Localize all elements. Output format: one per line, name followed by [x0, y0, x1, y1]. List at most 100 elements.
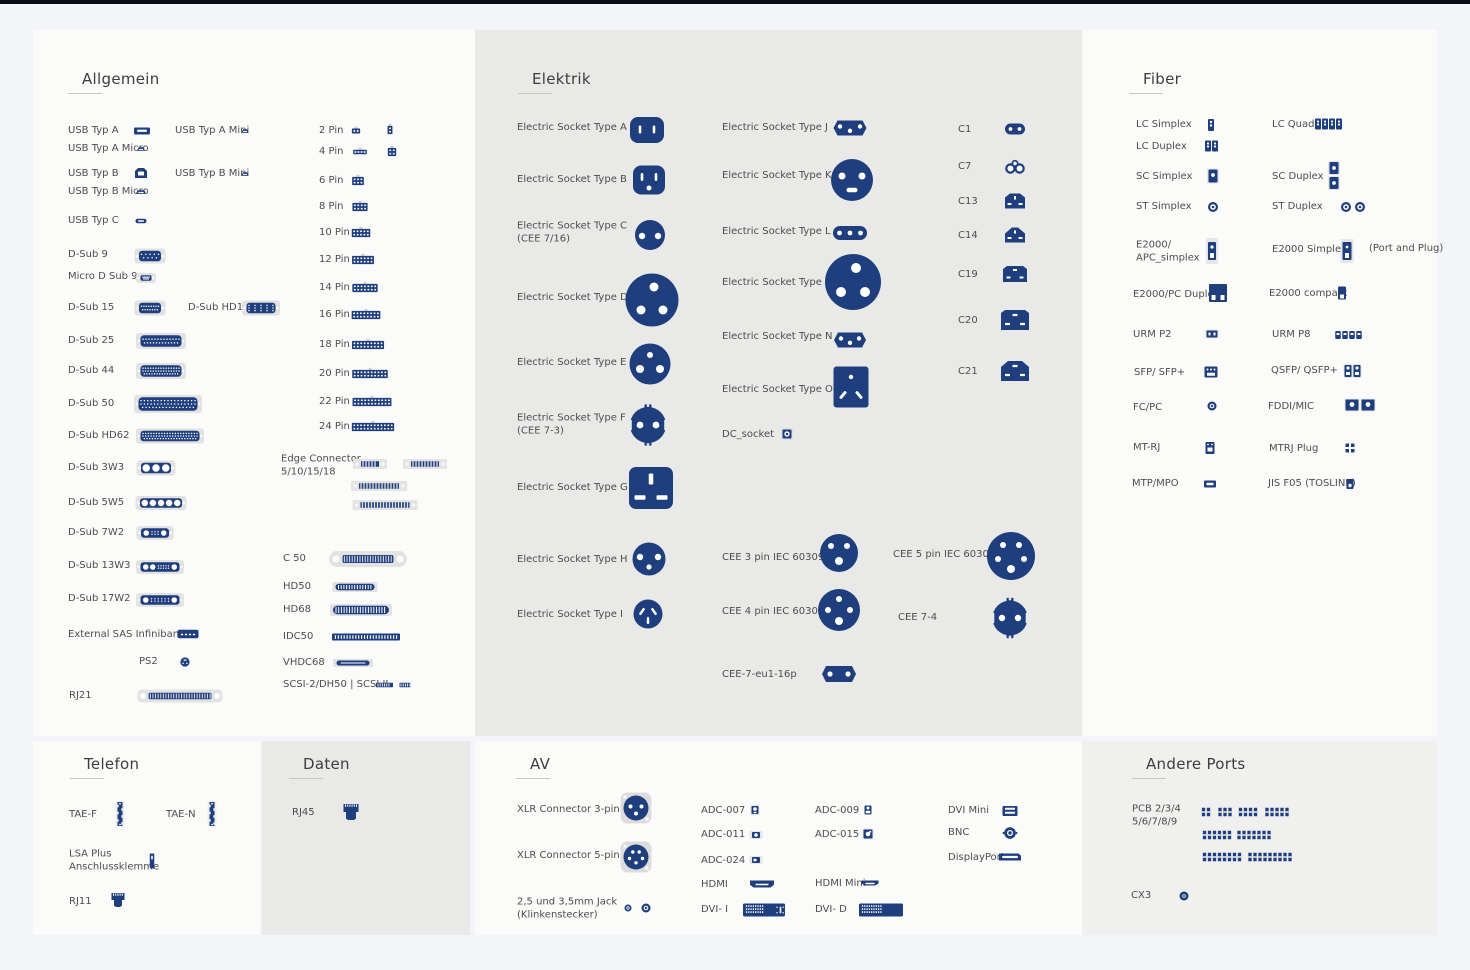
usb-typ-a-micro-label-line1: USB Typ A Micro	[68, 142, 149, 154]
socket-type-k-label-line1: Electric Socket Type K	[722, 169, 832, 181]
panel-fiber	[1082, 30, 1437, 736]
socket-type-c-label-line1: Electric Socket Type C	[517, 220, 628, 232]
socket-type-f-icon	[626, 400, 670, 450]
c13-icon	[1003, 192, 1027, 211]
bnc-label: BNC	[948, 827, 969, 840]
usb-typ-b-mini-label-line1: USB Typ B Mini	[175, 167, 250, 179]
displayport-label-line1: DisplayPort	[948, 851, 1005, 863]
d-sub-15-icon	[133, 299, 168, 318]
socket-type-n-label: Electric Socket Type N	[722, 331, 833, 344]
d-sub-hd15-label: D-Sub HD15	[188, 302, 249, 315]
hdmi-mini-label-line1: HDMI Mini	[815, 877, 866, 889]
lsa-plus-label-line2: Anschlussklemme	[69, 861, 160, 872]
pin-12-icon	[350, 253, 376, 267]
usb-typ-b-icon	[134, 167, 148, 179]
dvi-mini-label: DVI Mini	[948, 805, 989, 818]
socket-type-b-label: Electric Socket Type B	[517, 174, 627, 187]
pcb-4-icon	[1237, 806, 1259, 818]
socket-type-d-label: Electric Socket Type D	[517, 292, 628, 305]
adc-007-icon	[749, 803, 761, 817]
sc-duplex-icon-2	[1327, 175, 1342, 192]
lsa-plus-icon	[148, 852, 156, 870]
ps2-icon	[179, 656, 192, 669]
st-duplex-label: ST Duplex	[1272, 201, 1323, 214]
bnc-icon	[1001, 825, 1019, 841]
xlr-5pin-label: XLR Connector 5-pin	[517, 850, 620, 863]
c1-icon	[1003, 122, 1027, 137]
hdmi-mini-label: HDMI Mini	[815, 878, 866, 891]
cee-5-pin-icon	[983, 525, 1039, 587]
lc-quad-label-line1: LC Quad	[1272, 118, 1315, 130]
panel-elektrik	[475, 30, 1082, 736]
section-title-av: AV	[530, 755, 551, 773]
cee-4-pin-label: CEE 4 pin IEC 60309	[722, 606, 824, 619]
e2000-apc-simplex-label-line2: APC_simplex	[1136, 252, 1200, 263]
pin-4-label-line1: 4 Pin	[319, 145, 344, 157]
d-sub-5w5-label: D-Sub 5W5	[68, 497, 124, 510]
adc-009-label-line1: ADC-009	[815, 804, 860, 816]
usb-typ-b-micro-label-line1: USB Typ B Micro	[68, 185, 149, 197]
socket-type-j-label: Electric Socket Type J	[722, 122, 828, 135]
dvi-i-label: DVI- I	[701, 904, 728, 917]
ps2-label: PS2	[139, 656, 158, 669]
d-sub-50-icon	[132, 393, 204, 415]
qsfp-icon-2	[1351, 363, 1363, 380]
pin-20-icon	[350, 367, 390, 381]
lc-simplex-label-line1: LC Simplex	[1136, 118, 1192, 130]
section-title-andere-ports: Andere Ports	[1146, 755, 1246, 773]
urm-p2-icon	[1204, 328, 1220, 340]
st-simplex-label: ST Simplex	[1136, 201, 1192, 214]
lsa-plus-label: LSA Plus Anschlussklemme	[69, 849, 159, 874]
usb-typ-b-micro-icon	[135, 189, 147, 195]
usb-typ-a-label-line1: USB Typ A	[68, 124, 119, 136]
d-sub-hd15-label-line1: D-Sub HD15	[188, 301, 250, 313]
socket-type-i-icon	[630, 593, 667, 636]
rj21-label: RJ21	[69, 690, 92, 703]
dc-socket-label-line1: DC_socket	[722, 428, 775, 440]
hd50-icon	[331, 580, 380, 594]
socket-type-o-label: Electric Socket Type O	[722, 384, 833, 397]
pin-6-icon	[350, 174, 366, 188]
usb-typ-b-mini-label: USB Typ B Mini	[175, 168, 249, 181]
section-title-underline-fiber	[1129, 93, 1163, 94]
d-sub-15-label-line1: D-Sub 15	[68, 301, 115, 313]
socket-type-g-icon	[627, 465, 675, 511]
jis-f05-label-line1: JIS F05 (TOSLINK)	[1268, 477, 1356, 489]
pcb-2-icon	[1200, 806, 1212, 818]
hd68-label-line1: HD68	[283, 603, 311, 615]
usb-typ-a-icon	[133, 127, 151, 136]
socket-type-c-label-line2: (CEE 7/16)	[517, 233, 571, 244]
socket-type-d-label-line1: Electric Socket Type D	[517, 291, 628, 303]
hd68-icon	[328, 602, 394, 618]
dvi-d-icon	[858, 902, 905, 918]
socket-type-l-icon	[831, 224, 869, 242]
usb-typ-c-icon	[135, 218, 148, 225]
adc-009-label: ADC-009	[815, 805, 859, 818]
cx3-label: CX3	[1131, 890, 1151, 903]
socket-type-h-label-line1: Electric Socket Type H	[517, 553, 628, 565]
cee-7-4-label-line1: CEE 7-4	[898, 611, 938, 623]
pin-10-label-line1: 10 Pin	[319, 226, 350, 238]
urm-p8-label: URM P8	[1272, 329, 1310, 342]
pin-8-label-line1: 8 Pin	[319, 200, 344, 212]
socket-type-b-icon	[631, 164, 667, 197]
c19-label: C19	[958, 269, 978, 282]
e2000-apc-simplex-label: E2000/APC_simplex	[1136, 240, 1200, 265]
d-sub-hd62-icon	[134, 427, 206, 446]
pcb-6-icon	[1201, 829, 1233, 841]
d-sub-44-icon	[134, 361, 188, 381]
pin-4-label: 4 Pin	[319, 146, 343, 159]
sc-duplex-label: SC Duplex	[1272, 171, 1324, 184]
pin-10-label: 10 Pin	[319, 227, 350, 240]
cee-7-eu1-16p-label: CEE-7-eu1-16p	[722, 669, 797, 682]
section-title-underline-av	[516, 778, 550, 779]
lc-simplex-label: LC Simplex	[1136, 119, 1192, 132]
adc-011-label: ADC-011	[701, 829, 745, 842]
dc-socket-icon	[779, 426, 795, 442]
adc-015-label: ADC-015	[815, 829, 859, 842]
fddi-mic-icon-1	[1343, 397, 1361, 413]
d-sub-17w2-label: D-Sub 17W2	[68, 593, 131, 606]
e2000-pc-duplex-label-line1: E2000/PC Duplex	[1133, 288, 1220, 300]
mt-rj-label: MT-RJ	[1133, 442, 1160, 455]
pin-16-label: 16 Pin	[319, 309, 350, 322]
